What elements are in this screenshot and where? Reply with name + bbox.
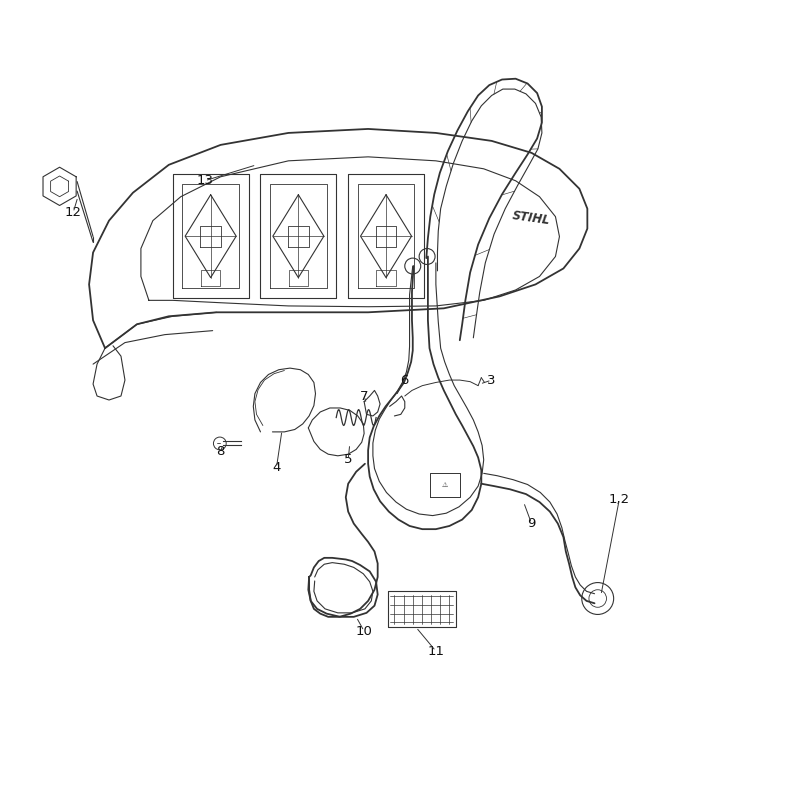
Text: STIHL: STIHL <box>512 209 551 227</box>
Text: 9: 9 <box>527 517 536 530</box>
Text: 11: 11 <box>427 645 444 658</box>
Text: 1,2: 1,2 <box>609 493 630 506</box>
Text: ⚠: ⚠ <box>442 482 448 488</box>
Text: 6: 6 <box>400 374 408 386</box>
Text: 12: 12 <box>65 206 82 219</box>
Text: 4: 4 <box>272 462 281 474</box>
Text: 8: 8 <box>217 446 225 458</box>
Text: 7: 7 <box>360 390 368 402</box>
Text: 3: 3 <box>487 374 496 386</box>
Text: 5: 5 <box>344 454 353 466</box>
Text: 13: 13 <box>196 174 213 187</box>
Text: 10: 10 <box>356 625 373 638</box>
